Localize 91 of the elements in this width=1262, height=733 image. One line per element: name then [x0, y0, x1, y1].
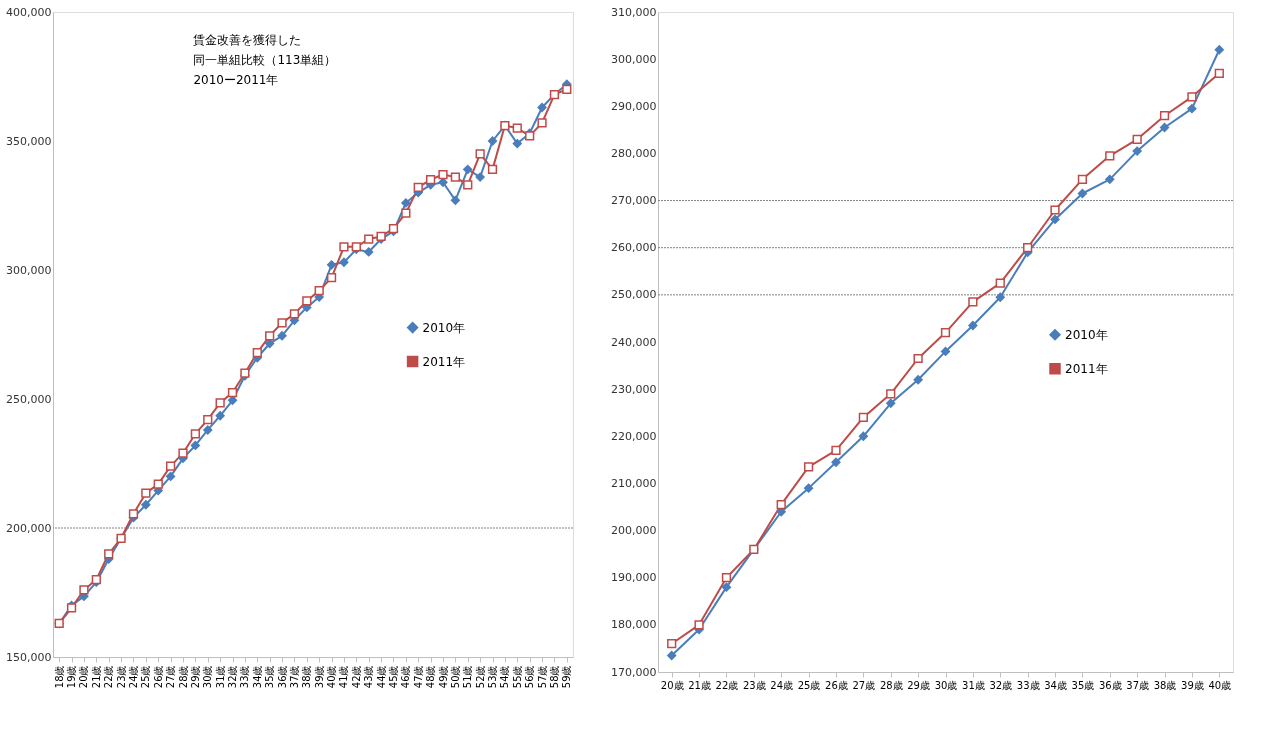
- x-tick-label: 26歳: [152, 665, 164, 689]
- y-tick-label: 350,000: [6, 134, 52, 148]
- y-tick-label: 200,000: [611, 524, 657, 538]
- x-tick-label: 54歳: [499, 665, 511, 689]
- y-tick-label: 250,000: [6, 392, 52, 406]
- x-tick-label: 44歳: [375, 665, 387, 689]
- x-tick-label: 36歳: [1098, 679, 1122, 691]
- x-tick-label: 22歳: [715, 679, 739, 691]
- y-tick-label: 270,000: [611, 194, 657, 208]
- y-tick-label: 290,000: [611, 99, 657, 113]
- legend-label: 2011年: [422, 354, 466, 369]
- x-tick-label: 59歳: [561, 665, 573, 689]
- legend-label: 2010年: [1065, 327, 1108, 342]
- x-tick-label: 20歳: [660, 679, 684, 691]
- x-tick-label: 33歳: [239, 665, 251, 689]
- x-tick-label: 30歳: [934, 679, 958, 691]
- y-tick-label: 240,000: [611, 335, 657, 349]
- x-tick-label: 53歳: [487, 665, 499, 689]
- x-tick-label: 34歳: [251, 665, 263, 689]
- x-tick-label: 39歳: [1181, 679, 1204, 691]
- x-tick-label: 21歳: [90, 665, 102, 689]
- annotation: 同一単組比較（113単組）: [193, 52, 337, 67]
- y-tick-label: 210,000: [611, 476, 657, 490]
- x-tick-label: 42歳: [350, 665, 362, 689]
- x-tick-label: 27歳: [165, 665, 177, 689]
- x-tick-label: 39歳: [313, 665, 325, 689]
- x-tick-label: 57歳: [536, 665, 548, 689]
- x-tick-label: 23歳: [115, 665, 127, 689]
- y-tick-label: 170,000: [611, 665, 657, 679]
- y-tick-label: 200,000: [6, 521, 52, 535]
- annotation: 2010ー2011年: [193, 72, 279, 87]
- x-tick-label: 30歳: [202, 665, 214, 689]
- x-tick-label: 24歳: [127, 665, 139, 689]
- x-tick-label: 52歳: [474, 665, 486, 689]
- x-tick-label: 28歳: [879, 679, 903, 691]
- x-tick-label: 18歳: [53, 665, 65, 689]
- x-tick-label: 25歳: [797, 679, 821, 691]
- x-tick-label: 43歳: [363, 665, 375, 689]
- x-tick-label: 33歳: [1016, 679, 1040, 691]
- y-tick-label: 250,000: [611, 288, 657, 302]
- x-tick-label: 29歳: [189, 665, 201, 689]
- x-tick-label: 21歳: [688, 679, 711, 691]
- legend-label: 2010年: [422, 320, 466, 335]
- x-tick-label: 45歳: [387, 665, 399, 689]
- x-tick-label: 24歳: [770, 679, 794, 691]
- x-tick-label: 31歳: [962, 679, 985, 691]
- x-tick-label: 34歳: [1044, 679, 1067, 691]
- x-tick-label: 56歳: [524, 665, 536, 689]
- x-tick-label: 38歳: [301, 665, 313, 689]
- x-tick-label: 47歳: [412, 665, 424, 689]
- annotation: 賃金改善を獲得した: [193, 32, 302, 47]
- x-tick-label: 26歳: [825, 679, 848, 691]
- x-tick-label: 58歳: [548, 665, 560, 689]
- y-tick-label: 300,000: [6, 263, 52, 277]
- x-tick-label: 55歳: [511, 665, 523, 689]
- x-tick-label: 38歳: [1153, 679, 1177, 691]
- x-tick-label: 29歳: [907, 679, 930, 691]
- x-tick-label: 27歳: [852, 679, 876, 691]
- y-tick-label: 260,000: [611, 241, 657, 255]
- y-tick-label: 190,000: [611, 571, 657, 585]
- x-tick-label: 46歳: [400, 665, 412, 689]
- x-tick-label: 40歳: [1208, 679, 1232, 691]
- y-tick-label: 280,000: [611, 146, 657, 160]
- x-tick-label: 49歳: [437, 665, 449, 689]
- x-tick-label: 32歳: [989, 679, 1013, 691]
- x-tick-label: 37歳: [288, 665, 300, 689]
- x-tick-label: 40歳: [326, 665, 338, 689]
- x-tick-label: 48歳: [425, 665, 437, 689]
- y-tick-label: 220,000: [611, 429, 657, 443]
- y-tick-label: 150,000: [6, 650, 52, 664]
- y-tick-label: 400,000: [6, 5, 52, 19]
- y-tick-label: 230,000: [611, 382, 657, 396]
- y-tick-label: 180,000: [611, 618, 657, 632]
- x-tick-label: 19歳: [66, 665, 78, 689]
- x-tick-label: 35歳: [264, 665, 276, 689]
- x-tick-label: 41歳: [338, 665, 350, 689]
- x-tick-label: 25歳: [140, 665, 152, 689]
- x-tick-label: 51歳: [462, 665, 474, 689]
- x-tick-label: 22歳: [103, 665, 115, 689]
- x-tick-label: 28歳: [177, 665, 189, 689]
- legend-label: 2011年: [1065, 361, 1108, 376]
- x-tick-label: 35歳: [1071, 679, 1095, 691]
- y-tick-label: 310,000: [611, 5, 657, 19]
- x-tick-label: 32歳: [227, 665, 239, 689]
- x-tick-label: 23歳: [742, 679, 766, 691]
- x-tick-label: 31歳: [214, 665, 226, 689]
- x-tick-label: 20歳: [78, 665, 90, 689]
- x-tick-label: 50歳: [449, 665, 461, 689]
- x-tick-label: 36歳: [276, 665, 288, 689]
- x-tick-label: 37歳: [1126, 679, 1150, 691]
- y-tick-label: 300,000: [611, 52, 657, 66]
